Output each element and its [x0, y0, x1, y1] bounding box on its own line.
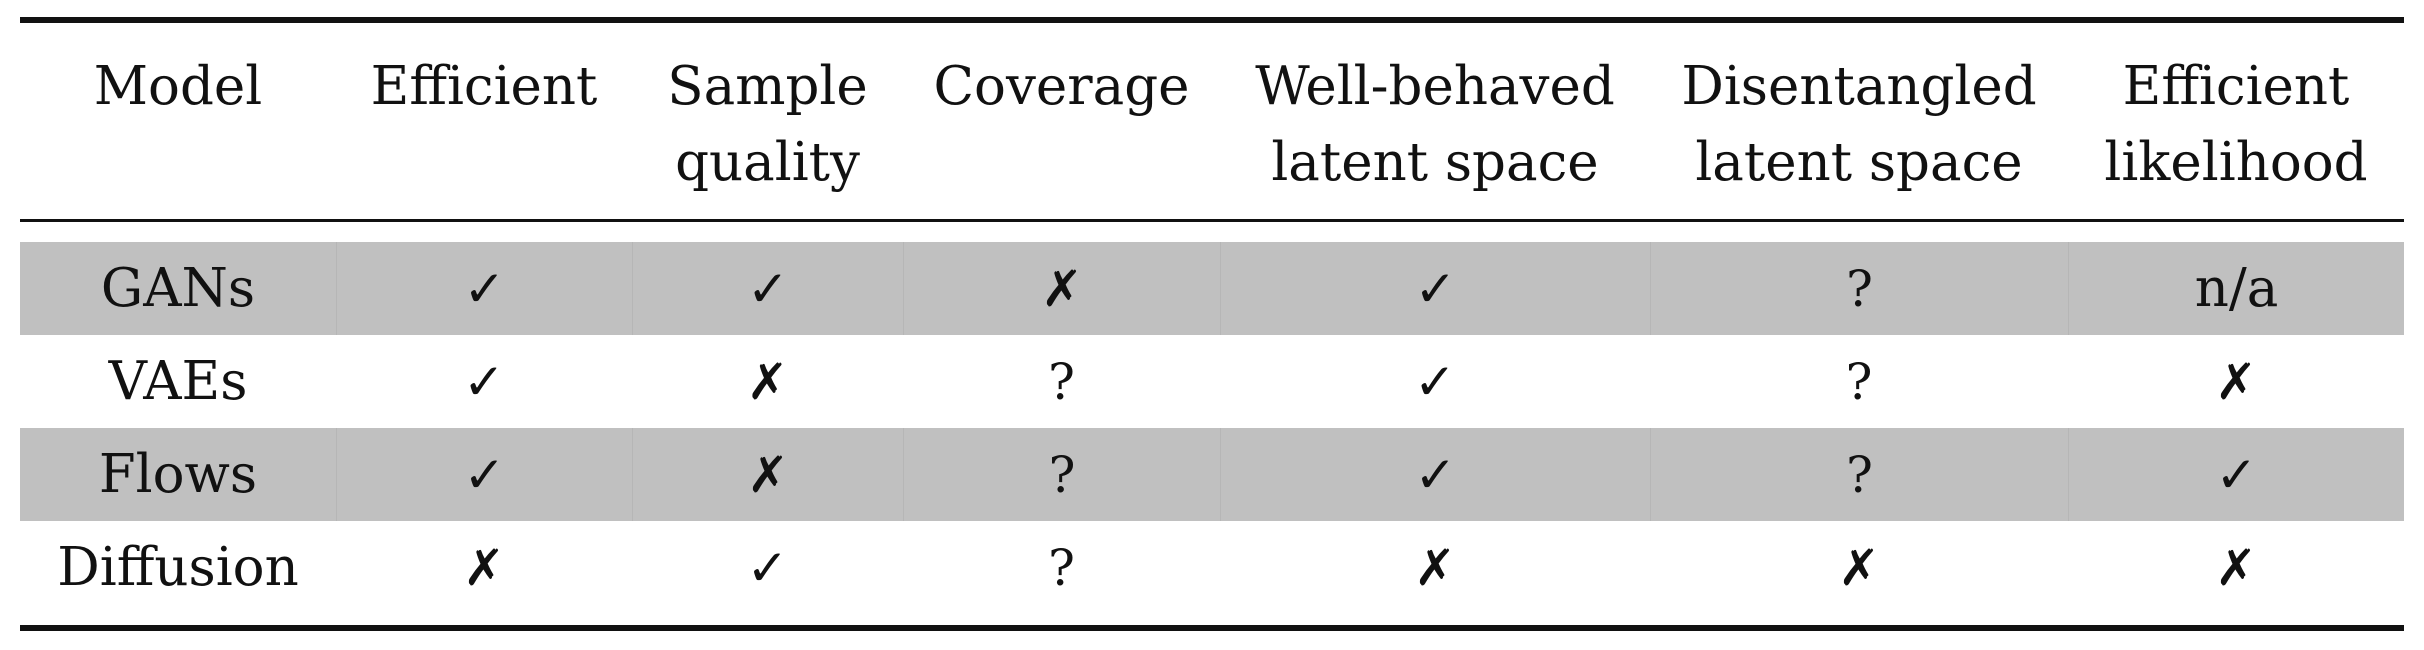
check-mark: ✓: [1220, 428, 1650, 521]
header-label: Efficient: [370, 56, 598, 117]
table-row-flows: Flows ✓ ✗ ? ✓ ? ✓: [20, 428, 2404, 521]
header-rule: [20, 219, 2404, 222]
table-body: GANs ✓ ✓ ✗ ✓ ? n/a VAEs ✓ ✗ ? ✓ ? ✗ Flow…: [20, 242, 2404, 614]
unknown-mark: ?: [1048, 352, 1075, 411]
cross-mark: ✗: [632, 428, 903, 521]
unknown-mark: ?: [1650, 242, 2068, 335]
header-sample-quality: Sample quality: [632, 23, 903, 219]
table-row-diffusion: Diffusion ✗ ✓ ? ✗ ✗ ✗: [20, 521, 2404, 614]
header-disentangled-latent-space: Disentangled latent space: [1650, 23, 2068, 219]
cross-mark: ✗: [2215, 538, 2257, 597]
check-mark: ✓: [746, 538, 789, 597]
header-label: Disentangled latent space: [1681, 56, 2037, 193]
check-mark: ✓: [336, 242, 632, 335]
check-mark: ✓: [1220, 242, 1650, 335]
header-well-behaved-latent-space: Well-behaved latent space: [1220, 23, 1650, 219]
bottom-rule: [20, 625, 2404, 631]
check-mark: ✓: [2068, 428, 2404, 521]
header-model: Model: [20, 23, 336, 219]
header-row: Model Efficient Sample quality Coverage …: [20, 23, 2404, 219]
check-mark: ✓: [632, 242, 903, 335]
model-name: Diffusion: [57, 537, 299, 598]
cross-mark: ✗: [1414, 538, 1456, 597]
unknown-mark: ?: [1048, 538, 1075, 597]
check-mark: ✓: [336, 428, 632, 521]
check-mark: ✓: [463, 352, 505, 411]
header-label: Model: [93, 56, 263, 117]
cross-mark: ✗: [2215, 352, 2257, 411]
header-label: Coverage: [933, 56, 1190, 117]
table-row-gans: GANs ✓ ✓ ✗ ✓ ? n/a: [20, 242, 2404, 335]
top-rule: [20, 17, 2404, 23]
comparison-table: Model Efficient Sample quality Coverage …: [20, 0, 2404, 650]
unknown-mark: ?: [1650, 428, 2068, 521]
unknown-mark: ?: [903, 428, 1220, 521]
cross-mark: ✗: [1838, 538, 1880, 597]
table-row-vaes: VAEs ✓ ✗ ? ✓ ? ✗: [20, 335, 2404, 428]
model-name: Flows: [98, 444, 258, 505]
unknown-mark: ?: [1845, 352, 1873, 411]
header-label: Efficient likelihood: [2104, 56, 2368, 193]
header-label: Well-behaved latent space: [1255, 56, 1615, 193]
model-name: VAEs: [108, 351, 248, 412]
cross-mark: ✗: [746, 352, 789, 411]
model-name: GANs: [100, 258, 256, 319]
header-efficient-likelihood: Efficient likelihood: [2068, 23, 2404, 219]
cross-mark: ✗: [463, 538, 505, 597]
not-applicable-text: n/a: [2068, 242, 2404, 335]
check-mark: ✓: [1414, 352, 1456, 411]
cross-mark: ✗: [903, 242, 1220, 335]
header-efficient: Efficient: [336, 23, 632, 219]
header-label: Sample quality: [667, 56, 868, 193]
header-coverage: Coverage: [903, 23, 1220, 219]
